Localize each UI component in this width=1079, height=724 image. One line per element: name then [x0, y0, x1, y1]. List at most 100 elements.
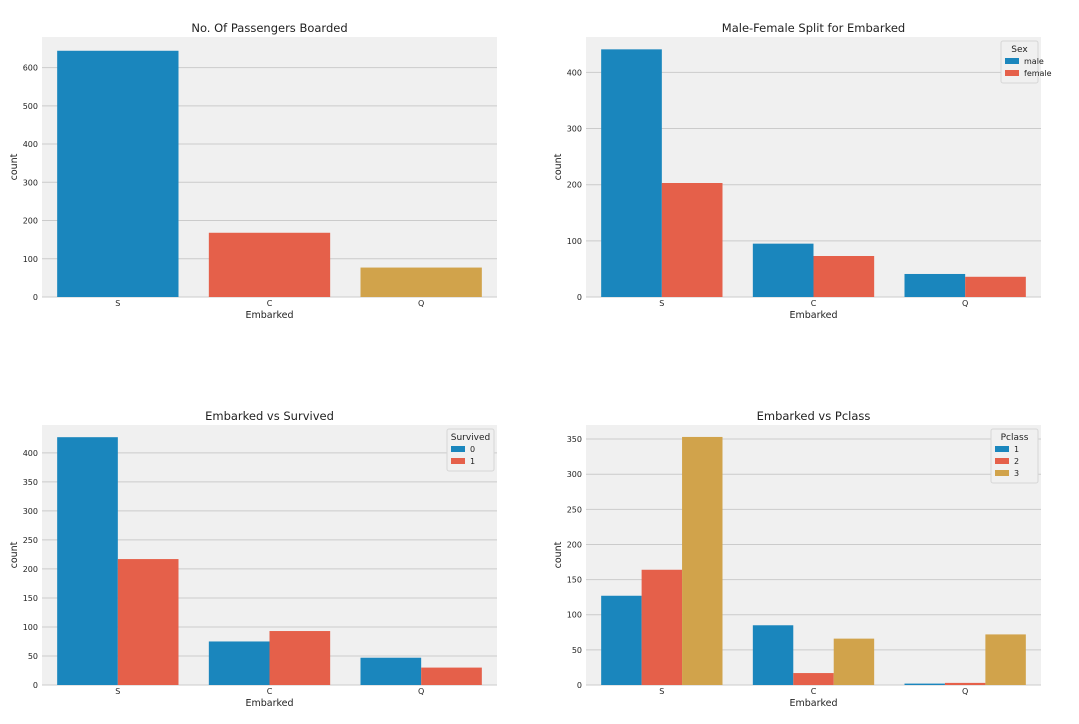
- legend-swatch: [995, 470, 1009, 476]
- x-tick-label: C: [267, 299, 273, 308]
- legend-title: Sex: [1011, 45, 1028, 55]
- y-axis-label: count: [553, 541, 564, 568]
- y-tick-label: 300: [567, 470, 582, 479]
- x-tick-label: S: [115, 687, 120, 696]
- legend-label: 3: [1014, 469, 1019, 478]
- x-tick-label: S: [115, 299, 120, 308]
- chart-title: No. Of Passengers Boarded: [191, 21, 347, 35]
- bar: [360, 267, 482, 297]
- subplot-3: 0 50 100 150 200 250 300 350 400 S C Q Embarked count…: [9, 409, 497, 709]
- y-tick-label: 350: [23, 478, 38, 487]
- bar: [985, 634, 1026, 685]
- bar: [57, 437, 118, 685]
- y-tick-label: 0: [577, 681, 582, 690]
- legend-swatch: [1005, 58, 1019, 64]
- bar: [904, 273, 966, 297]
- subplot-1: 0 100 200 300 400 500 600 S C Q Embarked count No. O…: [9, 21, 497, 321]
- legend-label: female: [1024, 69, 1052, 78]
- chart-title: Embarked vs Pclass: [757, 409, 871, 423]
- legend-label: 1: [1014, 445, 1019, 454]
- y-tick-label: 100: [23, 623, 38, 632]
- y-tick-label: 50: [28, 652, 38, 661]
- bar: [269, 631, 331, 685]
- bar: [682, 436, 723, 685]
- x-tick-label: S: [659, 299, 664, 308]
- bar: [944, 682, 986, 685]
- legend-swatch: [995, 446, 1009, 452]
- x-tick-label: Q: [418, 687, 424, 696]
- y-tick-label: 100: [567, 237, 582, 246]
- y-tick-label: 0: [33, 293, 38, 302]
- legend-swatch: [1005, 70, 1019, 76]
- legend: Survived 0 1: [446, 428, 495, 472]
- bar: [813, 256, 875, 297]
- legend-swatch: [451, 458, 465, 464]
- chart-title: Embarked vs Survived: [205, 409, 334, 423]
- subplot-4: 0 50 100 150 200 250 300 350 S C Q Embarked count Emb…: [553, 409, 1041, 709]
- x-axis-label: Embarked: [245, 698, 293, 709]
- x-tick-label: Q: [962, 299, 968, 308]
- bar: [641, 569, 683, 685]
- bar: [752, 243, 814, 297]
- legend-swatch: [451, 446, 465, 452]
- y-tick-label: 200: [567, 540, 582, 549]
- y-tick-label: 400: [567, 68, 582, 77]
- y-tick-label: 200: [567, 181, 582, 190]
- legend-label: 1: [470, 457, 475, 466]
- legend: Pclass 1 2 3: [990, 428, 1039, 484]
- y-axis-label: count: [9, 153, 20, 180]
- y-tick-label: 300: [567, 125, 582, 134]
- bar: [793, 673, 834, 685]
- y-tick-label: 150: [23, 594, 38, 603]
- chart-title: Male-Female Split for Embarked: [722, 21, 905, 35]
- y-tick-label: 250: [567, 505, 582, 514]
- y-tick-label: 0: [33, 681, 38, 690]
- bar: [601, 49, 662, 297]
- y-tick-label: 150: [567, 576, 582, 585]
- bar: [601, 595, 642, 685]
- y-tick-label: 400: [23, 449, 38, 458]
- y-tick-label: 500: [23, 102, 38, 111]
- bar: [208, 641, 270, 685]
- legend-label: male: [1024, 57, 1044, 66]
- x-tick-label: C: [811, 687, 817, 696]
- y-tick-label: 250: [23, 536, 38, 545]
- bar: [421, 667, 482, 685]
- bar: [904, 683, 945, 685]
- bar: [360, 657, 422, 685]
- bar: [833, 638, 875, 685]
- x-tick-label: C: [811, 299, 817, 308]
- bar: [117, 559, 179, 685]
- x-tick-label: S: [659, 687, 664, 696]
- y-tick-label: 0: [577, 293, 582, 302]
- legend-label: 2: [1014, 457, 1019, 466]
- y-tick-label: 50: [572, 646, 582, 655]
- bar: [57, 50, 179, 297]
- y-tick-label: 300: [23, 178, 38, 187]
- bar: [661, 183, 723, 297]
- y-tick-label: 100: [23, 255, 38, 264]
- x-tick-label: Q: [962, 687, 968, 696]
- x-tick-label: C: [267, 687, 273, 696]
- subplot-2: 0 100 200 300 400 S C Q Embarked count Male-Female…: [553, 21, 1052, 321]
- y-tick-label: 100: [567, 611, 582, 620]
- x-axis-label: Embarked: [789, 310, 837, 321]
- x-axis-label: Embarked: [789, 698, 837, 709]
- y-tick-label: 600: [23, 64, 38, 73]
- y-tick-label: 200: [23, 217, 38, 226]
- legend-box: [990, 428, 1039, 484]
- y-axis-label: count: [553, 153, 564, 180]
- y-tick-label: 200: [23, 565, 38, 574]
- legend: Sex male female: [1000, 40, 1052, 84]
- x-axis-label: Embarked: [245, 310, 293, 321]
- y-tick-label: 400: [23, 140, 38, 149]
- y-axis-label: count: [9, 541, 20, 568]
- bar: [208, 232, 331, 297]
- legend-title: Pclass: [1001, 433, 1029, 443]
- x-tick-label: Q: [418, 299, 424, 308]
- y-tick-label: 350: [567, 435, 582, 444]
- bar: [752, 625, 794, 685]
- legend-swatch: [995, 458, 1009, 464]
- y-tick-label: 300: [23, 507, 38, 516]
